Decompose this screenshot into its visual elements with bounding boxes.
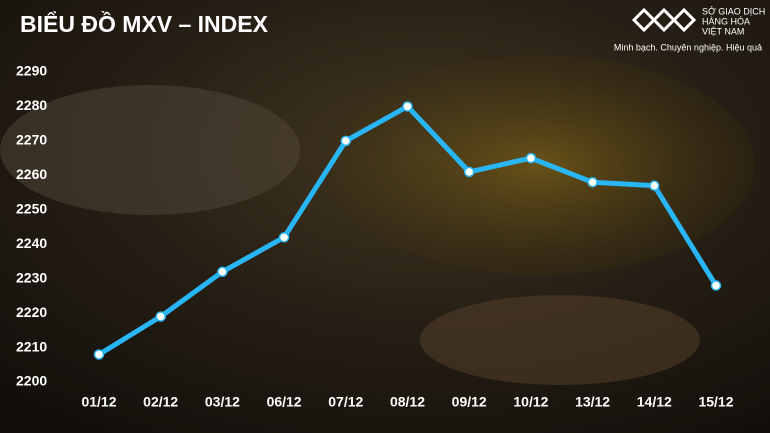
x-tick-label: 10/12	[513, 394, 548, 410]
x-tick-label: 03/12	[205, 394, 240, 410]
y-tick-label: 2260	[16, 166, 47, 182]
x-tick-label: 14/12	[637, 394, 672, 410]
y-tick-label: 2220	[16, 304, 47, 320]
y-tick-label: 2230	[16, 269, 47, 285]
data-point	[587, 176, 598, 188]
x-tick-label: 02/12	[143, 394, 178, 410]
x-tick-label: 08/12	[390, 394, 425, 410]
data-point	[217, 266, 228, 278]
oil-bowl-shape	[325, 55, 755, 275]
data-point	[710, 280, 722, 291]
data-point	[525, 152, 537, 164]
y-tick-label: 2210	[16, 338, 47, 354]
x-tick-label: 01/12	[81, 394, 116, 410]
x-tick-label: 09/12	[452, 394, 487, 410]
y-tick-label: 2240	[16, 235, 47, 251]
data-point	[649, 180, 660, 191]
y-tick-label: 2250	[16, 200, 47, 216]
logo-name: HÀNG HÓA	[702, 16, 750, 26]
bowl-shape	[0, 85, 300, 215]
y-tick-label: 2280	[16, 97, 47, 113]
logo-icon	[631, 7, 697, 33]
y-tick-label: 2290	[16, 63, 47, 79]
data-point	[402, 101, 413, 112]
data-point	[340, 135, 352, 147]
x-tick-label: 06/12	[267, 394, 302, 410]
x-tick-label: 07/12	[328, 394, 363, 410]
spoon-shape	[420, 295, 700, 385]
y-tick-label: 2270	[16, 132, 47, 148]
y-tick-label: 2200	[16, 373, 47, 389]
chart-title: BIỂU ĐỒ MXV – INDEX	[20, 10, 269, 37]
logo-name: SỞ GIAO DỊCH	[702, 5, 765, 16]
logo-slogan: Minh bạch. Chuyên nghiệp. Hiệu quả	[614, 42, 762, 52]
logo-name: VIỆT NAM	[702, 26, 744, 36]
x-tick-label: 15/12	[698, 394, 733, 410]
data-point	[93, 349, 105, 360]
data-point	[155, 311, 166, 322]
x-tick-label: 13/12	[575, 394, 610, 410]
data-point	[278, 232, 290, 243]
data-point	[463, 166, 475, 178]
